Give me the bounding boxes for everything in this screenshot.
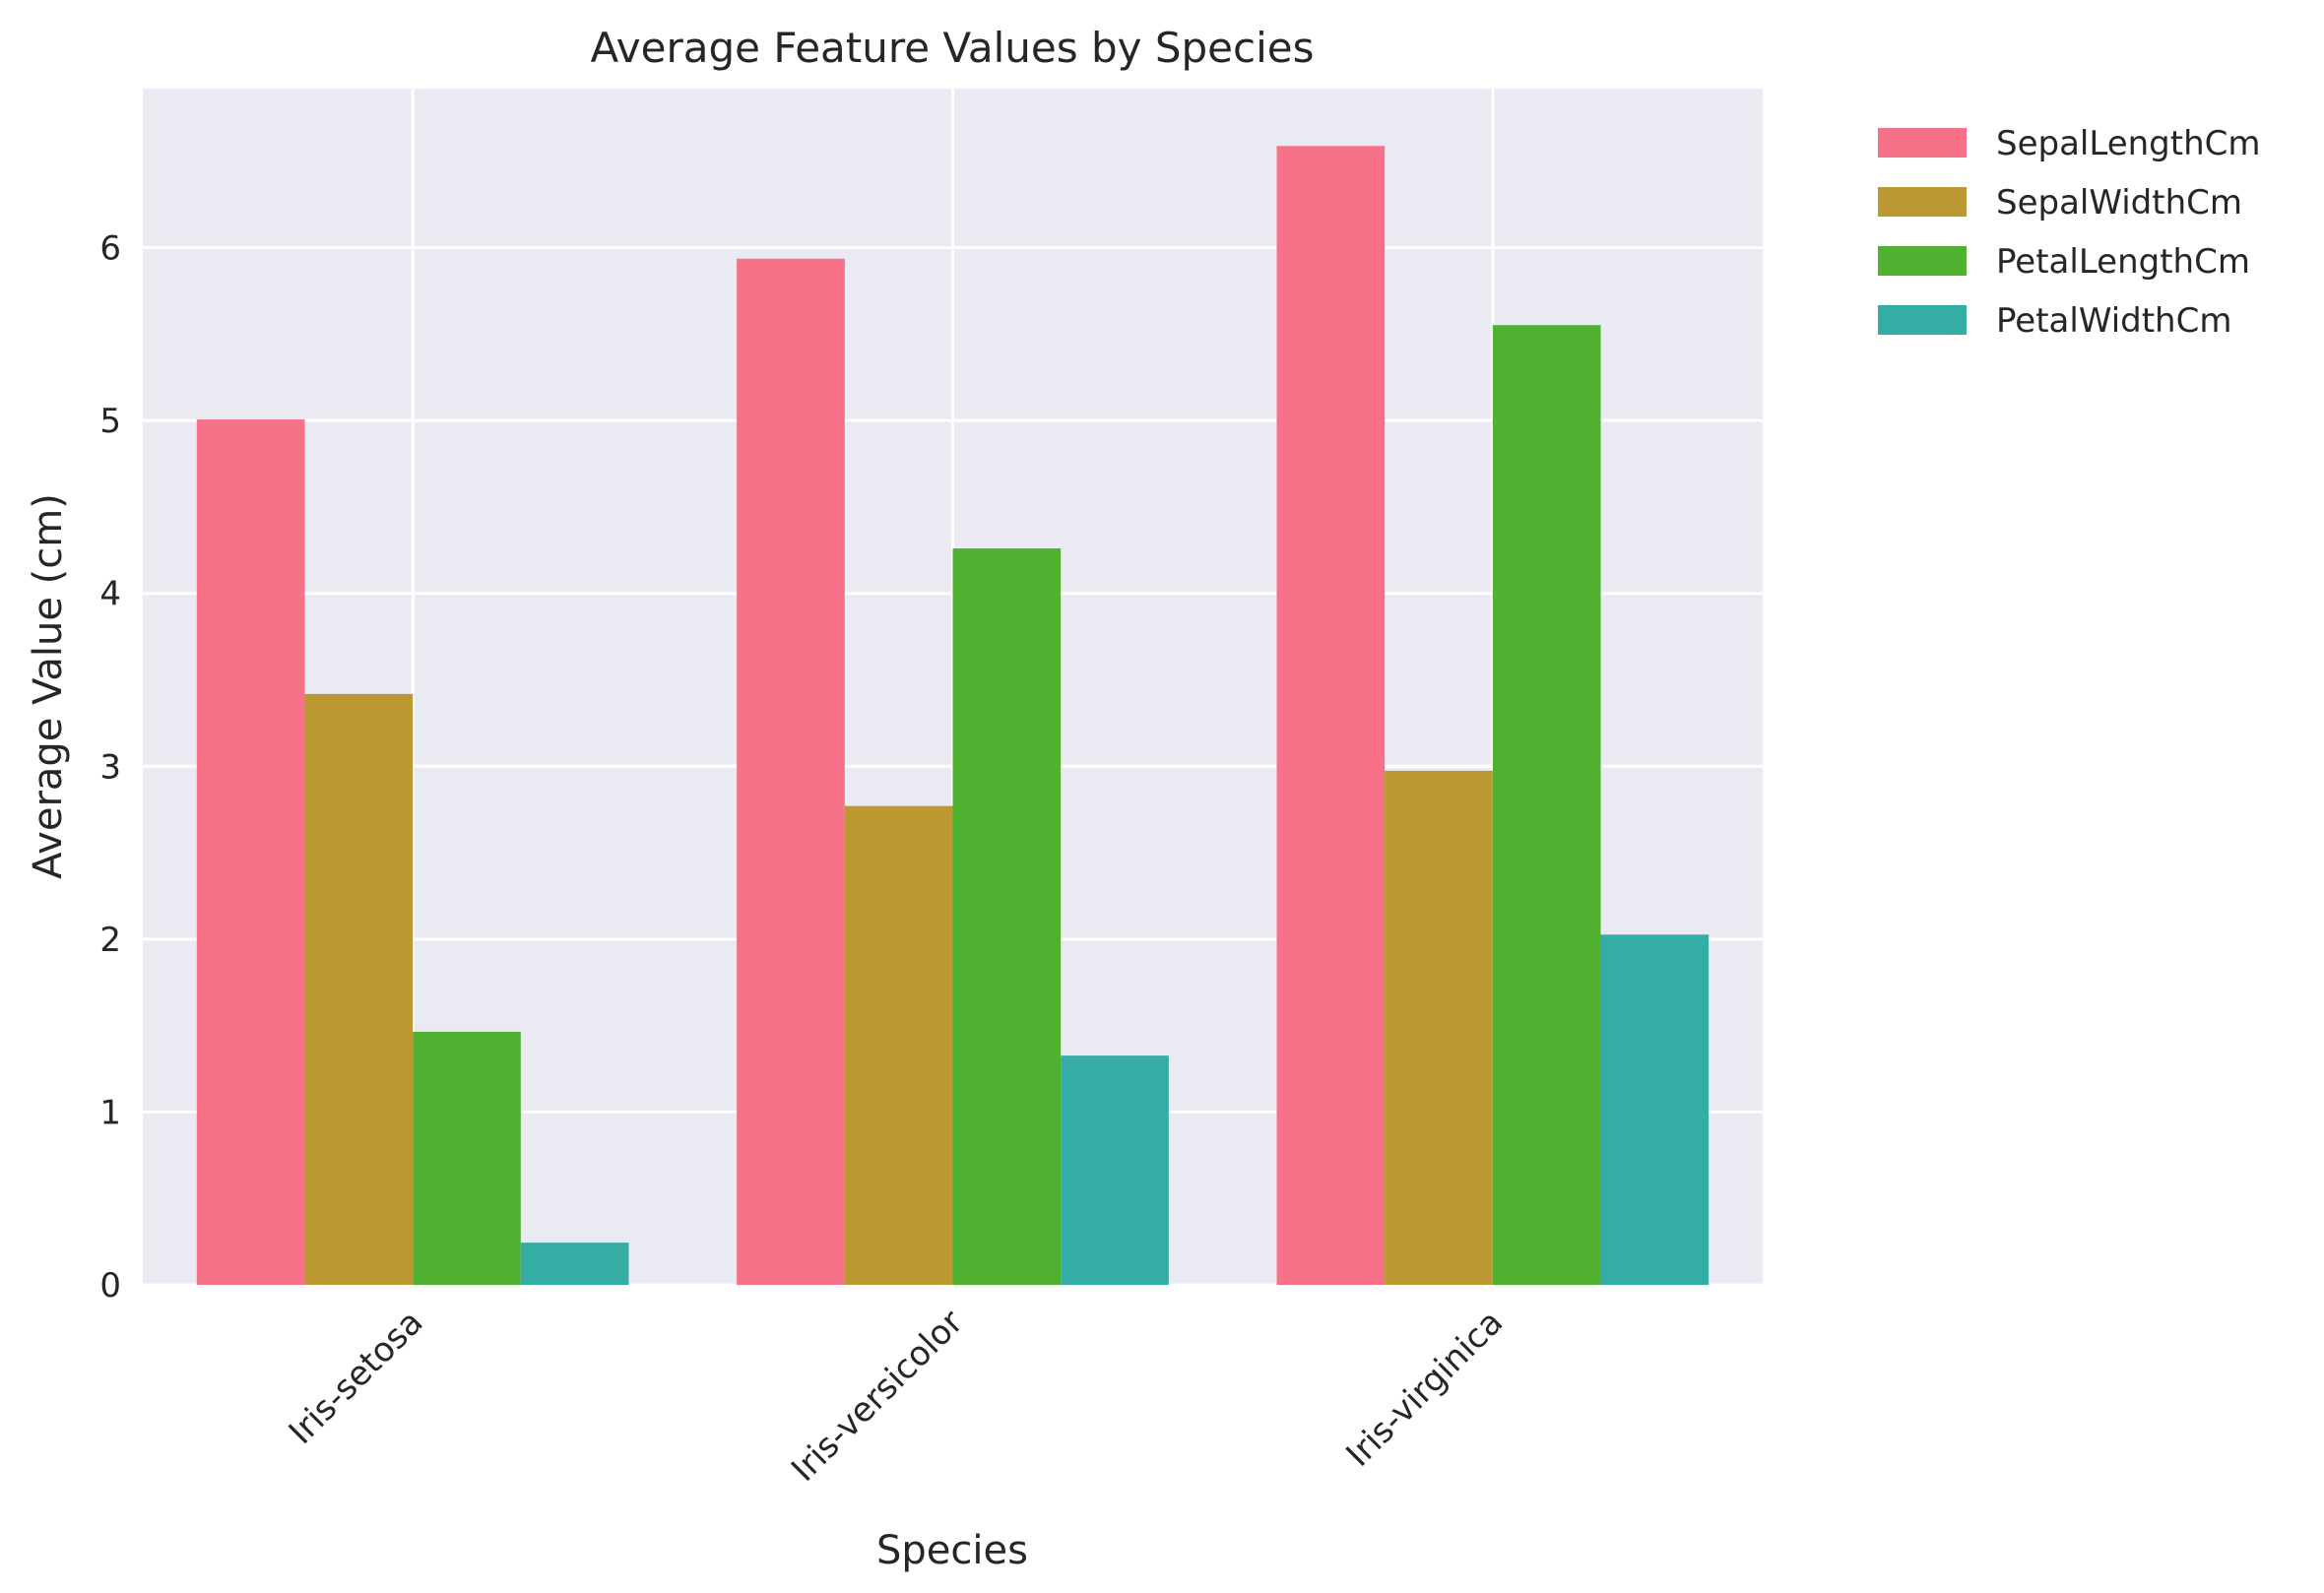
y-tick-label: 1 [99,1093,121,1132]
legend: SepalLengthCm SepalWidthCm PetalLengthCm Pe… [1878,124,2261,341]
legend-swatch [1878,246,1967,276]
bar-SepalWidthCm-Iris-virginica [1385,770,1493,1285]
bar-SepalWidthCm-Iris-versicolor [844,805,953,1285]
bar-PetalWidthCm-Iris-versicolor [1061,1055,1169,1285]
bar-PetalLengthCm-Iris-versicolor [952,548,1062,1285]
y-tick-label: 0 [99,1266,121,1306]
bar-PetalWidthCm-Iris-setosa [520,1243,629,1285]
bar-PetalLengthCm-Iris-virginica [1492,325,1601,1285]
legend-swatch [1878,305,1967,335]
legend-label: PetalWidthCm [1996,301,2231,341]
bars [196,146,1710,1286]
y-tick-label: 3 [99,747,121,787]
legend-label: PetalLengthCm [1996,242,2250,282]
y-tick-label: 6 [99,229,121,269]
bar-SepalLengthCm-Iris-versicolor [737,258,845,1285]
bar-SepalWidthCm-Iris-setosa [304,693,414,1285]
x-tick-labels: Iris-setosa Iris-versicolor Iris-virginica [282,1303,1512,1490]
x-axis-label: Species [876,1528,1028,1573]
chart-title: Average Feature Values by Species [591,24,1315,72]
y-tick-label: 2 [99,921,121,960]
x-tick-label: Iris-versicolor [784,1303,971,1490]
x-tick-label: Iris-virginica [1339,1303,1512,1475]
y-axis-label: Average Value (cm) [26,493,71,879]
bar-PetalLengthCm-Iris-setosa [413,1031,521,1285]
legend-swatch [1878,128,1967,158]
legend-swatch [1878,187,1967,217]
y-tick-label: 4 [99,575,121,614]
bar-SepalLengthCm-Iris-virginica [1276,146,1386,1286]
bar-SepalLengthCm-Iris-setosa [196,419,305,1285]
x-tick-label: Iris-setosa [282,1303,431,1452]
bar-PetalWidthCm-Iris-virginica [1600,934,1710,1285]
legend-label: SepalLengthCm [1996,124,2261,163]
y-tick-label: 5 [99,402,121,441]
y-tick-labels: 0 1 2 3 4 5 6 [99,229,121,1306]
legend-label: SepalWidthCm [1996,183,2242,223]
